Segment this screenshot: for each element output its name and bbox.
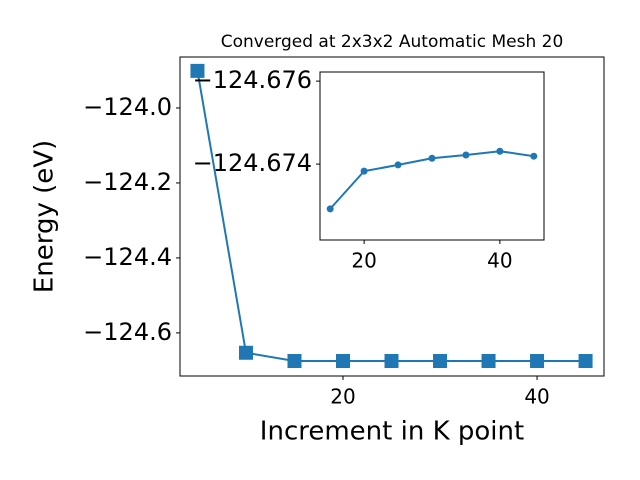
marker	[530, 354, 545, 369]
y-tick-label: −124.676	[193, 66, 312, 94]
y-tick-label: −124.4	[83, 243, 172, 271]
x-tick-label: 40	[487, 249, 512, 273]
marker	[428, 154, 436, 162]
y-axis-label: Energy (eV)	[30, 140, 60, 293]
y-tick-label: −124.0	[83, 93, 172, 121]
y-tick-label: −124.674	[193, 149, 312, 177]
marker	[287, 354, 302, 369]
marker	[384, 354, 399, 369]
y-tick-label: −124.6	[83, 318, 172, 346]
marker	[433, 354, 448, 369]
marker	[530, 152, 538, 160]
marker	[394, 161, 402, 169]
x-axis-label: Increment in K point	[260, 417, 524, 447]
marker	[481, 354, 496, 369]
marker	[190, 63, 205, 78]
marker	[360, 167, 368, 175]
chart-title: Converged at 2x3x2 Automatic Mesh 20	[221, 32, 564, 52]
marker	[496, 147, 504, 155]
marker	[462, 151, 470, 159]
marker	[238, 345, 253, 360]
x-tick-label: 20	[330, 385, 355, 409]
marker	[578, 354, 593, 369]
marker	[336, 354, 351, 369]
x-tick-label: 20	[351, 249, 376, 273]
marker	[326, 205, 334, 213]
y-tick-label: −124.2	[83, 168, 172, 196]
x-tick-label: 40	[524, 385, 549, 409]
